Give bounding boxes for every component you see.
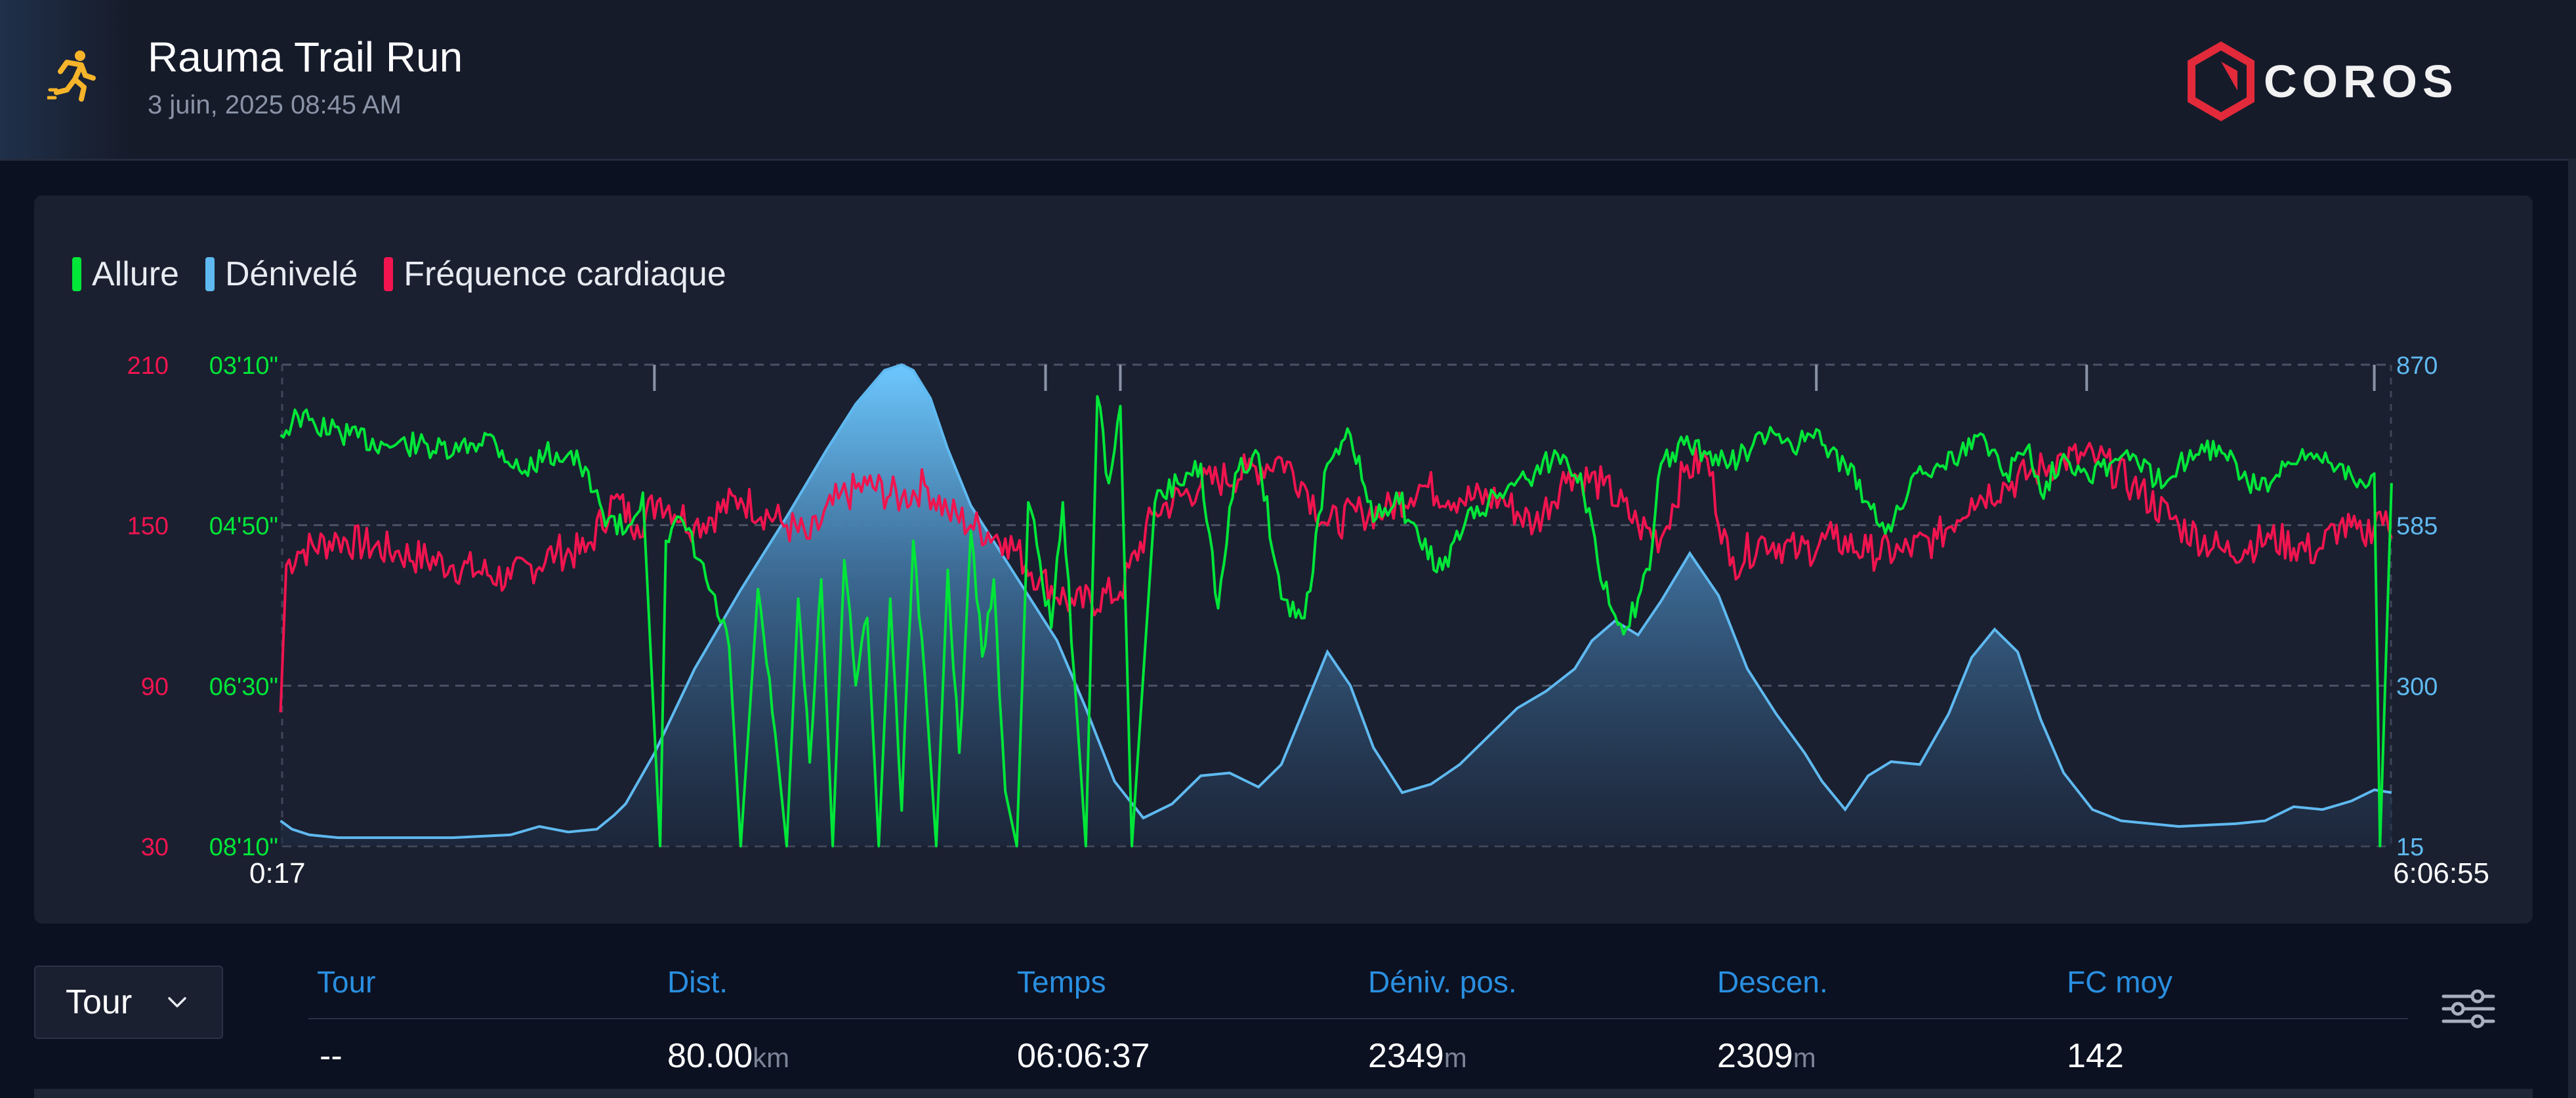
series-pace-line bbox=[280, 395, 2393, 847]
coros-logo: COROS bbox=[2188, 41, 2459, 121]
cell-distance: 80.00km bbox=[667, 1036, 789, 1076]
cell-time: 06:06:37 bbox=[1017, 1037, 1150, 1075]
tick-label-elevation: 870 bbox=[2396, 352, 2438, 380]
chart-legend: Allure Dénivelé Fréquence cardiaque bbox=[72, 254, 753, 294]
legend-swatch-elevation bbox=[205, 257, 215, 291]
column-header-lap[interactable]: Tour bbox=[317, 965, 376, 999]
cell-descent: 2309m bbox=[1717, 1036, 1816, 1076]
activity-header: Rauma Trail Run 3 juin, 2025 08:45 AM CO… bbox=[0, 0, 2576, 161]
tick-label-pace: 03'10" bbox=[209, 352, 278, 380]
tick-label-elevation: 300 bbox=[2396, 673, 2438, 701]
column-header-distance[interactable]: Dist. bbox=[667, 965, 728, 999]
legend-swatch-pace bbox=[72, 257, 81, 291]
cell-avg-hr: 142 bbox=[2067, 1037, 2124, 1075]
column-header-descent[interactable]: Descen. bbox=[1717, 965, 1828, 999]
cell-descent-value: 2309 bbox=[1717, 1037, 1793, 1075]
lap-type-select[interactable]: Tour bbox=[34, 966, 223, 1039]
legend-label-elevation: Dénivelé bbox=[224, 255, 358, 293]
tick-label-heart-rate: 30 bbox=[141, 834, 169, 861]
table-next-row-edge bbox=[34, 1089, 2533, 1098]
running-person-icon bbox=[47, 51, 96, 102]
cell-lap: -- bbox=[320, 1037, 343, 1075]
table-row-divider bbox=[308, 1018, 2408, 1019]
activity-icon-area bbox=[0, 0, 131, 159]
tick-label-elevation: 15 bbox=[2396, 834, 2424, 861]
x-start-label: 0:17 bbox=[249, 857, 306, 889]
tick-label-pace: 06'30" bbox=[209, 673, 278, 701]
series-elevation-line bbox=[280, 363, 2392, 840]
legend-item-heart-rate[interactable]: Fréquence cardiaque bbox=[384, 254, 726, 294]
cell-distance-value: 80.00 bbox=[667, 1037, 753, 1075]
page-scrollbar-track[interactable] bbox=[2568, 159, 2576, 1098]
column-header-ascent[interactable]: Déniv. pos. bbox=[1368, 965, 1517, 999]
x-end-label: 6:06:55 bbox=[2393, 857, 2489, 889]
column-header-time[interactable]: Temps bbox=[1017, 965, 1106, 999]
svg-text:COROS: COROS bbox=[2264, 56, 2459, 107]
lap-type-select-label: Tour bbox=[66, 983, 133, 1021]
cell-descent-unit: m bbox=[1793, 1042, 1816, 1073]
tick-label-pace: 04'50" bbox=[209, 513, 278, 540]
series-elevation-area bbox=[280, 365, 2392, 846]
cell-distance-unit: km bbox=[753, 1042, 790, 1073]
legend-item-elevation[interactable]: Dénivelé bbox=[205, 254, 358, 294]
legend-item-pace[interactable]: Allure bbox=[72, 254, 179, 294]
legend-swatch-heart-rate bbox=[384, 257, 394, 291]
legend-label-heart-rate: Fréquence cardiaque bbox=[404, 255, 726, 293]
cell-ascent: 2349m bbox=[1368, 1036, 1467, 1076]
column-settings-icon[interactable] bbox=[2441, 987, 2496, 1030]
tick-label-heart-rate: 150 bbox=[127, 513, 169, 540]
series-heart-rate-line bbox=[279, 441, 2393, 713]
column-header-avg-hr[interactable]: FC moy bbox=[2067, 965, 2172, 999]
chevron-down-icon bbox=[168, 997, 186, 1007]
tick-label-elevation: 585 bbox=[2396, 513, 2438, 540]
activity-chart[interactable]: 210 150 90 30 03'10" 04'50" 06'30" 08'10" 870 585… bbox=[34, 195, 2533, 924]
activity-chart-panel: Allure Dénivelé Fréquence cardiaque 210 1… bbox=[34, 195, 2533, 924]
cell-ascent-unit: m bbox=[1444, 1042, 1467, 1073]
activity-datetime: 3 juin, 2025 08:45 AM bbox=[148, 91, 402, 119]
tick-label-pace: 08'10" bbox=[209, 834, 278, 861]
activity-title: Rauma Trail Run bbox=[148, 33, 463, 81]
coros-hexagon-icon bbox=[2188, 41, 2254, 121]
cell-ascent-value: 2349 bbox=[1368, 1037, 1444, 1075]
tick-label-heart-rate: 210 bbox=[127, 352, 169, 380]
tick-label-heart-rate: 90 bbox=[141, 673, 169, 701]
legend-label-pace: Allure bbox=[92, 255, 179, 293]
